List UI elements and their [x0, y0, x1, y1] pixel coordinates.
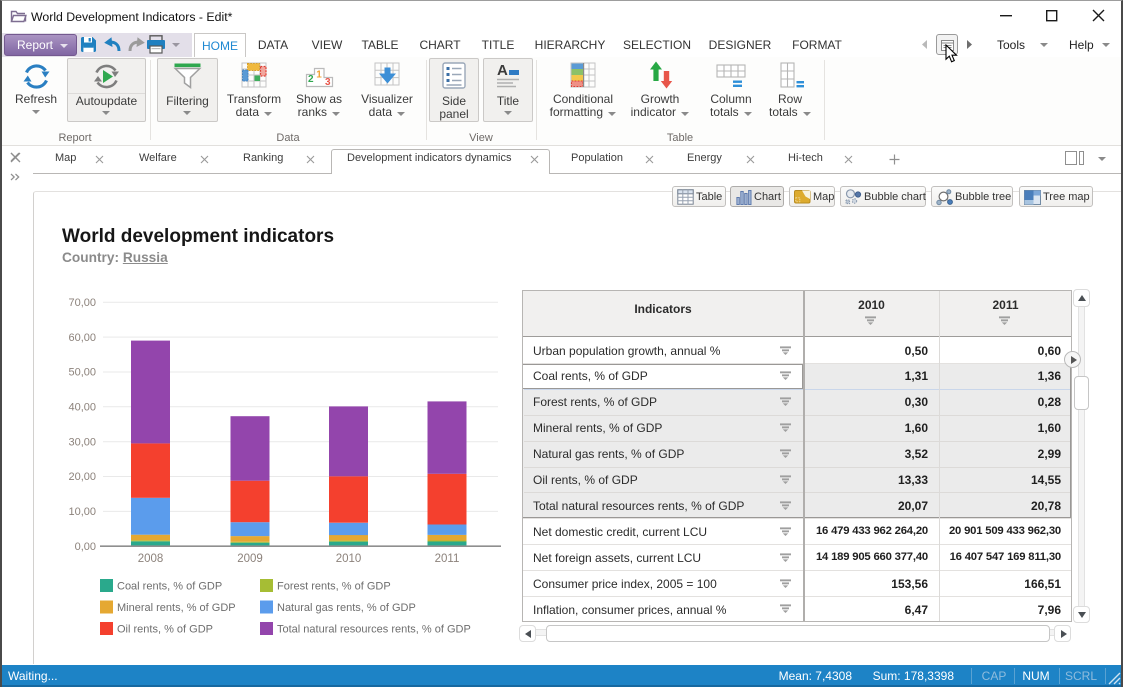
svg-text:50,00: 50,00: [68, 367, 96, 379]
svg-text:40,00: 40,00: [68, 402, 96, 414]
svg-text:30,00: 30,00: [68, 436, 96, 448]
svg-text:Total natural resources rents,: Total natural resources rents, % of GDP: [277, 624, 471, 636]
svg-text:A: A: [497, 62, 508, 79]
svg-text:Natural gas rents, % of GDP: Natural gas rents, % of GDP: [277, 602, 416, 614]
svg-text:Oil rents, % of GDP: Oil rents, % of GDP: [117, 624, 213, 636]
svg-text:2008: 2008: [138, 553, 164, 565]
svg-text:3: 3: [325, 77, 331, 88]
svg-text:Coal rents, % of GDP: Coal rents, % of GDP: [117, 581, 222, 593]
svg-text:2011: 2011: [435, 553, 460, 565]
svg-text:Mineral rents, % of GDP: Mineral rents, % of GDP: [117, 602, 236, 614]
svg-text:Forest rents, % of GDP: Forest rents, % of GDP: [277, 581, 391, 593]
svg-text:10,00: 10,00: [68, 506, 96, 518]
svg-text:60,00: 60,00: [68, 332, 96, 344]
svg-text:2009: 2009: [237, 553, 263, 565]
svg-text:1: 1: [316, 70, 322, 81]
svg-text:0,00: 0,00: [75, 541, 96, 553]
svg-text:2: 2: [308, 74, 314, 85]
svg-text:2010: 2010: [336, 553, 362, 565]
svg-text:70,00: 70,00: [68, 297, 96, 309]
svg-text:20,00: 20,00: [68, 471, 96, 483]
